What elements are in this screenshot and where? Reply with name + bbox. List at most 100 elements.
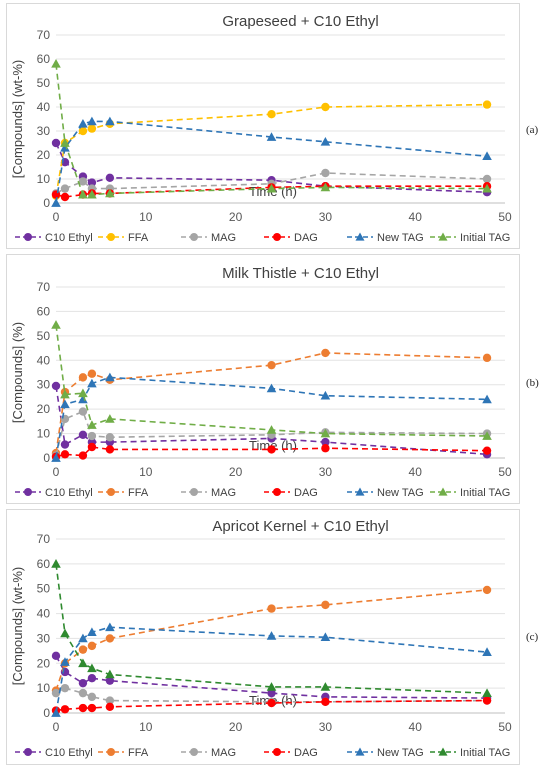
data-point (51, 198, 61, 207)
legend-marker (190, 748, 198, 756)
data-point (266, 132, 277, 141)
data-point (87, 431, 97, 441)
x-tick-label: 30 (319, 465, 333, 479)
legend-marker (355, 487, 365, 496)
x-tick-label: 10 (139, 465, 153, 479)
data-point (51, 708, 61, 717)
chart-panel-a: 0 10 20 30 40 50 60 70 0 10 20 30 40 50 Grapeseed + C1… (6, 3, 520, 249)
y-tick-label: 10 (37, 172, 51, 186)
y-tick-label: 30 (37, 631, 51, 645)
data-point (60, 667, 70, 677)
data-point (267, 688, 276, 698)
x-tick-label: 40 (409, 720, 423, 734)
legend-label: New TAG (377, 487, 424, 499)
data-point (51, 190, 61, 199)
data-point (266, 183, 277, 193)
y-tick-label: 10 (37, 427, 51, 441)
data-point (482, 585, 492, 595)
panel-label-a: (a) (526, 124, 539, 136)
data-point (87, 189, 97, 199)
data-point (51, 320, 61, 329)
data-point (60, 143, 70, 152)
data-point (78, 451, 88, 460)
data-point (51, 381, 61, 391)
data-point (87, 369, 97, 378)
x-tick-label: 0 (53, 465, 60, 479)
data-point (267, 698, 276, 708)
data-point (60, 657, 70, 666)
data-point (87, 692, 97, 702)
data-point (78, 633, 88, 643)
data-point (87, 442, 97, 452)
data-point (266, 682, 277, 691)
x-tick-label: 30 (319, 210, 333, 224)
data-point (482, 394, 492, 404)
series-line (55, 626, 488, 714)
legend-marker (438, 232, 448, 241)
series-line (55, 103, 488, 196)
y-tick-label: 0 (43, 706, 50, 720)
data-point (51, 651, 61, 661)
data-point (267, 445, 276, 454)
data-point (482, 353, 492, 363)
data-point (320, 428, 331, 438)
data-point (60, 628, 70, 638)
data-point (105, 696, 115, 705)
data-point (60, 414, 70, 424)
x-tick-label: 20 (229, 720, 243, 734)
x-tick-label: 40 (409, 210, 423, 224)
panel-label-c: (c) (526, 631, 539, 643)
y-tick-label: 0 (43, 451, 50, 465)
data-point (78, 388, 88, 398)
data-point (320, 632, 331, 642)
data-point (267, 604, 276, 613)
legend-marker (273, 233, 281, 241)
chart-panel-b: 0 10 20 30 40 50 60 70 0 10 20 30 40 50 Milk Thistle +… (6, 254, 520, 504)
y-tick-label: 30 (37, 124, 51, 138)
data-point (87, 124, 97, 133)
legend-marker (273, 488, 281, 496)
data-point (87, 420, 97, 429)
data-point (320, 182, 331, 192)
data-point (105, 634, 115, 643)
y-tick-label: 60 (37, 52, 51, 66)
legend-label: DAG (294, 232, 318, 244)
series-line (55, 324, 488, 437)
legend-marker (107, 488, 115, 496)
y-tick-label: 70 (37, 532, 51, 546)
chart-title: Grapeseed + C10 Ethyl (222, 13, 378, 30)
legend-label: MAG (211, 232, 236, 244)
x-tick-label: 20 (229, 210, 243, 224)
data-point (321, 437, 330, 447)
data-point (321, 102, 330, 112)
legend-label: Initial TAG (460, 232, 510, 244)
data-point (87, 627, 97, 637)
data-point (78, 394, 88, 404)
y-tick-label: 10 (37, 681, 51, 695)
data-point (105, 433, 115, 442)
data-point (320, 390, 331, 400)
data-point (482, 151, 492, 161)
panel-label-b: (b) (526, 377, 539, 389)
y-axis-label: [Compounds] (%) (10, 322, 25, 423)
data-point (78, 189, 88, 199)
y-tick-label: 70 (37, 280, 51, 294)
data-point (105, 116, 115, 126)
data-point (78, 373, 88, 382)
y-tick-label: 40 (37, 100, 51, 114)
data-point (60, 192, 70, 202)
data-point (321, 444, 330, 453)
legend-marker (24, 748, 32, 756)
y-tick-label: 40 (37, 353, 51, 367)
data-point (78, 177, 88, 186)
data-point (60, 705, 70, 714)
legend-label: MAG (211, 747, 236, 759)
legend-label: C10 Ethyl (45, 232, 93, 244)
legend-label: New TAG (377, 232, 424, 244)
legend-marker (355, 747, 365, 756)
legend-label: DAG (294, 487, 318, 499)
chart-svg-c: 0 10 20 30 40 50 60 70 0 10 20 30 40 50 Apricot Kernel… (10, 518, 512, 759)
y-tick-label: 30 (37, 378, 51, 392)
data-point (78, 678, 88, 688)
data-point (321, 697, 330, 707)
